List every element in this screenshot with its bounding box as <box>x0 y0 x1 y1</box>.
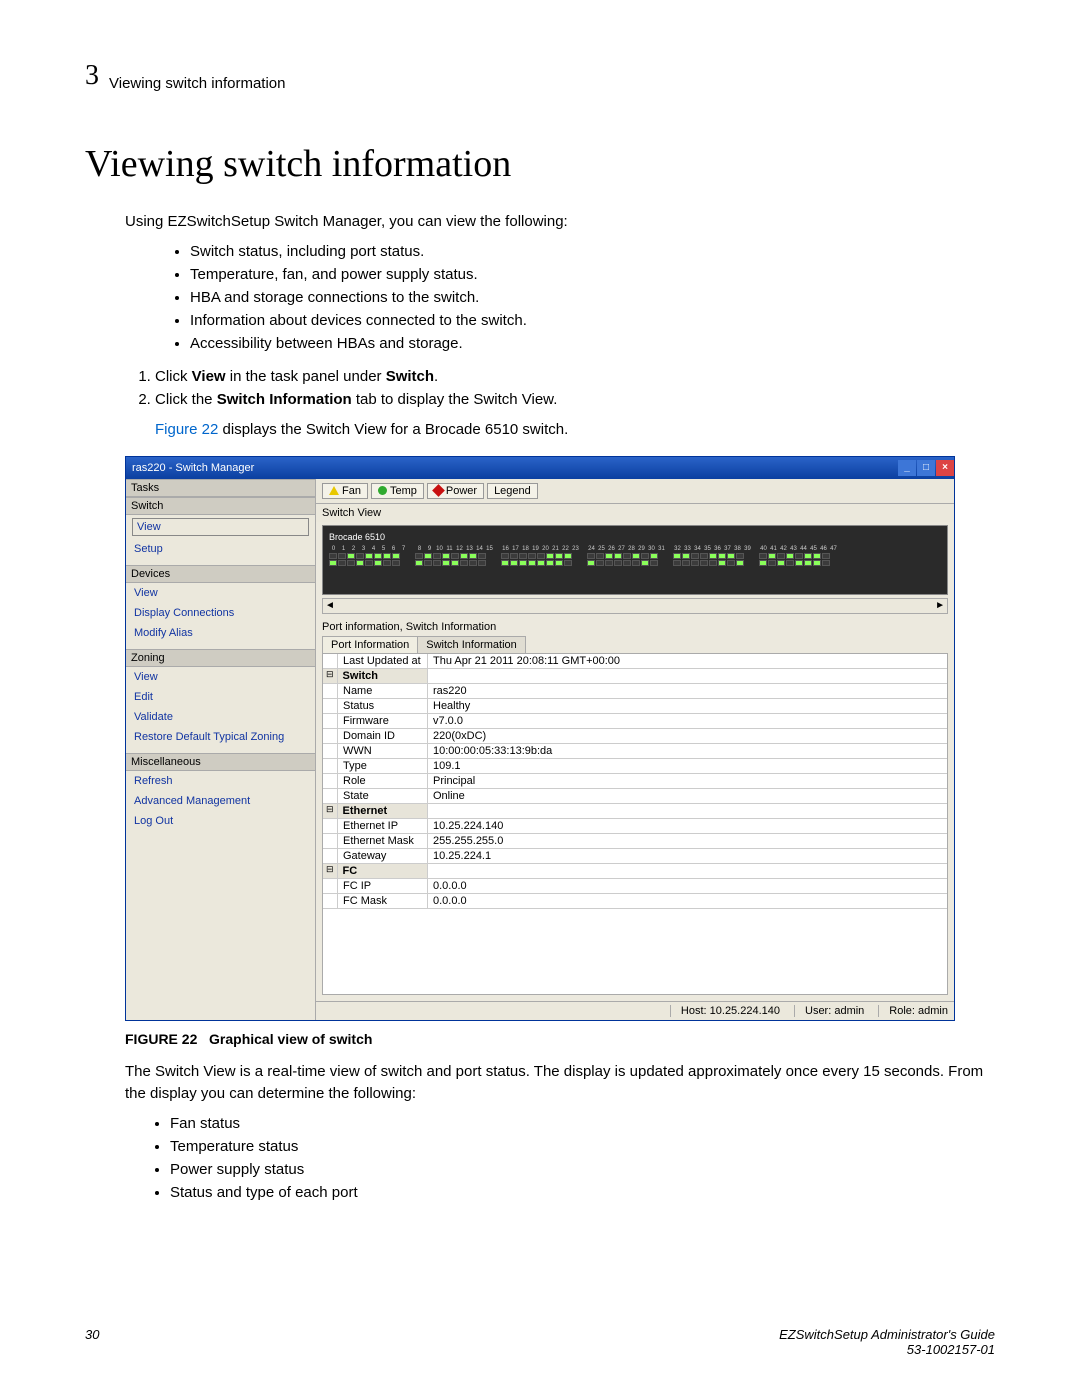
screenshot: ras220 - Switch Manager _ □ × Tasks Swit… <box>125 456 955 1021</box>
list-item: Information about devices connected to t… <box>190 309 995 332</box>
main-panel: Fan Temp Power Legend Switch View Brocad… <box>316 479 954 1020</box>
title-bar: ras220 - Switch Manager _ □ × <box>126 457 954 479</box>
window-title: ras220 - Switch Manager <box>132 462 254 474</box>
switch-model: Brocade 6510 <box>329 532 941 542</box>
step: Click View in the task panel under Switc… <box>155 365 995 388</box>
devices-view-link[interactable]: View <box>126 583 315 603</box>
step: Click the Switch Information tab to disp… <box>155 388 995 411</box>
setup-link[interactable]: Setup <box>126 539 315 559</box>
close-button[interactable]: × <box>936 460 954 476</box>
task-panel: Tasks Switch View Setup Devices View Dis… <box>126 479 316 1020</box>
status-bar: Host: 10.25.224.140 User: admin Role: ad… <box>316 1001 954 1020</box>
horizontal-scrollbar[interactable]: ◄► <box>322 598 948 614</box>
list-item: Power supply status <box>170 1158 995 1181</box>
info-grid: Last Updated atThu Apr 21 2011 20:08:11 … <box>322 653 948 995</box>
warning-icon <box>329 486 339 495</box>
switch-view-label: Switch View <box>316 504 954 522</box>
zoning-view-link[interactable]: View <box>126 667 315 687</box>
tab-port-info[interactable]: Port Information <box>322 636 418 653</box>
zoning-category: Zoning <box>126 649 315 667</box>
list-item: HBA and storage connections to the switc… <box>190 286 995 309</box>
display-connections-link[interactable]: Display Connections <box>126 603 315 623</box>
tab-switch-info[interactable]: Switch Information <box>417 636 525 653</box>
page-footer: 30 EZSwitchSetup Administrator's Guide 5… <box>85 1327 995 1357</box>
page-title: Viewing switch information <box>85 142 995 186</box>
list-item: Temperature status <box>170 1135 995 1158</box>
devices-category: Devices <box>126 565 315 583</box>
view-link[interactable]: View <box>132 518 309 536</box>
power-status-button[interactable]: Power <box>427 483 484 499</box>
misc-category: Miscellaneous <box>126 753 315 771</box>
refresh-link[interactable]: Refresh <box>126 771 315 791</box>
modify-alias-link[interactable]: Modify Alias <box>126 623 315 643</box>
minimize-button[interactable]: _ <box>898 460 916 476</box>
zoning-restore-link[interactable]: Restore Default Typical Zoning <box>126 727 315 747</box>
figure-caption: FIGURE 22 Graphical view of switch <box>125 1031 995 1047</box>
after-text: The Switch View is a real-time view of s… <box>125 1061 995 1106</box>
ok-icon <box>378 486 387 495</box>
steps-list: Click View in the task panel under Switc… <box>155 365 995 411</box>
status-list: Fan status Temperature status Power supp… <box>170 1112 995 1204</box>
app-window: ras220 - Switch Manager _ □ × Tasks Swit… <box>125 456 955 1021</box>
info-section-label: Port information, Switch Information <box>316 618 954 636</box>
page-number: 30 <box>85 1327 99 1357</box>
list-item: Temperature, fan, and power supply statu… <box>190 263 995 286</box>
logout-link[interactable]: Log Out <box>126 811 315 831</box>
info-tabs: Port Information Switch Information <box>322 636 954 653</box>
list-item: Accessibility between HBAs and storage. <box>190 332 995 355</box>
status-host: Host: 10.25.224.140 <box>670 1005 780 1017</box>
list-item: Status and type of each port <box>170 1181 995 1204</box>
error-icon <box>432 484 445 497</box>
footer-doc: EZSwitchSetup Administrator's Guide 53-1… <box>779 1327 995 1357</box>
feature-list: Switch status, including port status. Te… <box>190 240 995 355</box>
intro-text: Using EZSwitchSetup Switch Manager, you … <box>125 211 995 234</box>
switch-graphic: Brocade 6510 012345678910111213141516171… <box>322 525 948 595</box>
advanced-mgmt-link[interactable]: Advanced Management <box>126 791 315 811</box>
status-user: User: admin <box>794 1005 864 1017</box>
tasks-header: Tasks <box>126 479 315 497</box>
page-header: 3 Viewing switch information <box>85 60 995 92</box>
temp-status-button[interactable]: Temp <box>371 483 424 499</box>
header-title: Viewing switch information <box>109 75 285 92</box>
zoning-edit-link[interactable]: Edit <box>126 687 315 707</box>
status-role: Role: admin <box>878 1005 948 1017</box>
figure-ref: Figure 22 displays the Switch View for a… <box>155 421 995 438</box>
zoning-validate-link[interactable]: Validate <box>126 707 315 727</box>
list-item: Fan status <box>170 1112 995 1135</box>
list-item: Switch status, including port status. <box>190 240 995 263</box>
maximize-button[interactable]: □ <box>917 460 935 476</box>
fan-status-button[interactable]: Fan <box>322 483 368 499</box>
status-toolbar: Fan Temp Power Legend <box>316 479 954 504</box>
legend-button[interactable]: Legend <box>487 483 538 499</box>
switch-category: Switch <box>126 497 315 515</box>
chapter-number: 3 <box>85 60 99 92</box>
